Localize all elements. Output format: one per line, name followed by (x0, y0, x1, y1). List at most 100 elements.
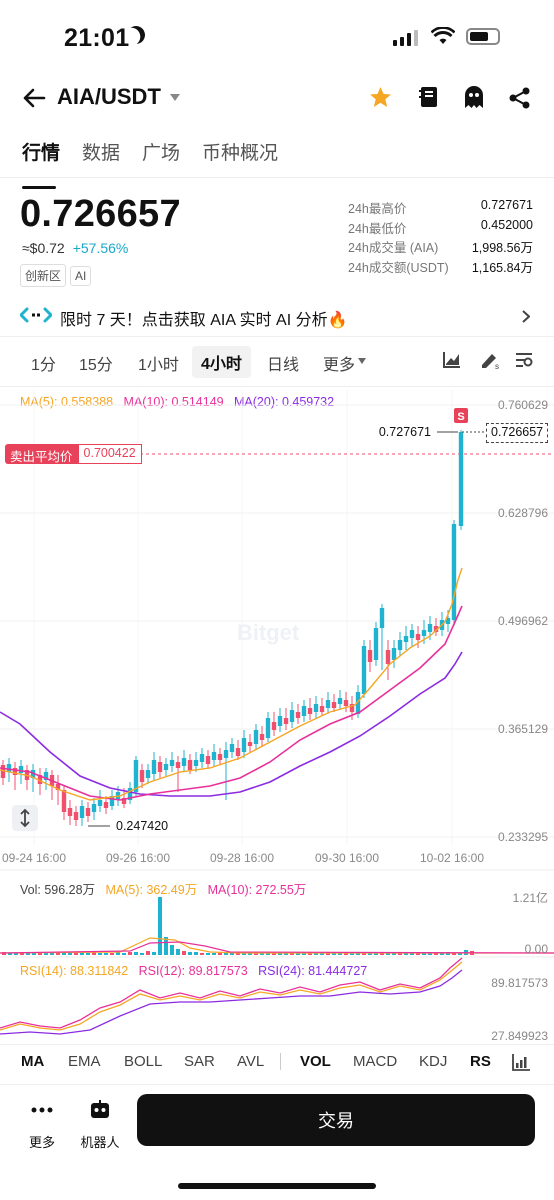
indicator-sar[interactable]: SAR (184, 1053, 215, 1070)
volume-bar (374, 953, 378, 955)
ai-badge[interactable]: AI (70, 266, 92, 286)
candle (289, 710, 295, 722)
ai-banner-text: 限时 7 天！点击获取 AIA 实时 AI 分析🔥 (60, 306, 348, 330)
candle (12, 768, 18, 775)
rsi-tick: 27.849923 (491, 1029, 548, 1043)
volume-bar (68, 952, 72, 955)
status-time: 21:01 (64, 24, 130, 52)
candle (385, 650, 391, 664)
candle (373, 628, 379, 660)
resize-axis-button[interactable] (12, 805, 38, 831)
volume-bar (410, 953, 414, 955)
sell-average-value: 0.700422 (77, 444, 142, 464)
candle (103, 802, 109, 808)
candle (73, 812, 79, 820)
tab-data[interactable]: 数据 (82, 143, 121, 164)
candle (379, 608, 385, 628)
ghost-icon[interactable] (463, 85, 485, 109)
indicator-settings-icon[interactable] (512, 1053, 531, 1071)
candle (181, 758, 187, 766)
divider (0, 386, 554, 387)
volume-bar (50, 953, 54, 955)
volume-bar (338, 953, 342, 955)
watermark: Bitget (237, 620, 300, 645)
interval-15m[interactable]: 15分 (79, 357, 113, 374)
pair-title[interactable]: AIA/USDT (57, 84, 161, 109)
current-price-box: 0.726657 (486, 423, 549, 443)
caret-down-icon[interactable] (358, 358, 366, 364)
chevron-right-icon[interactable] (522, 310, 530, 323)
x-tick-label: 09-28 16:00 (210, 851, 274, 865)
rsi-legend: RSI(14): 88.311842 RSI(12): 89.817573 RS… (20, 964, 367, 978)
share-icon[interactable] (509, 87, 531, 109)
low-marker-label: 0.247420 (116, 819, 168, 833)
chart-type-icon[interactable] (443, 351, 461, 368)
indicator-macd[interactable]: MACD (353, 1053, 398, 1070)
candle (67, 808, 73, 816)
volume-tick: 1.21亿 (513, 890, 548, 905)
candle (0, 765, 6, 778)
candle (247, 742, 253, 746)
candle (43, 772, 49, 780)
interval-1h[interactable]: 1小时 (138, 357, 179, 374)
draw-tool-icon[interactable]: s (479, 350, 501, 370)
candle (271, 722, 277, 730)
high-marker-label: 0.727671 (379, 425, 431, 439)
star-icon[interactable] (369, 86, 392, 108)
back-arrow-icon[interactable] (22, 88, 46, 108)
candle (205, 756, 211, 764)
volume-bar (344, 953, 348, 955)
volume-bar (176, 949, 180, 955)
top-nav (0, 78, 554, 120)
candle (295, 712, 301, 718)
candle (61, 790, 67, 812)
interval-4h[interactable]: 4小时 (192, 346, 251, 378)
volume-bar (182, 951, 186, 955)
candlestick-chart[interactable]: 0.760629 0.628796 0.496962 0.365129 0.233295… (0, 390, 554, 1045)
ai-banner-label: 限时 7 天！点击获取 AIA 实时 AI 分析 (60, 312, 328, 329)
candle (193, 760, 199, 766)
tab-market[interactable]: 行情 (22, 138, 60, 189)
indicator-avl[interactable]: AVL (237, 1053, 265, 1070)
candle (79, 806, 85, 818)
indicator-rs[interactable]: RS (470, 1053, 491, 1070)
caret-down-icon[interactable] (170, 94, 180, 101)
stats-panel: 24h最高价 0.727671 24h最低价 0.452000 24h成交量 (AI… (348, 198, 533, 276)
candle (18, 766, 24, 773)
candle (403, 636, 409, 642)
candle (451, 524, 457, 620)
candle (139, 770, 145, 782)
volume-legend: Vol: 596.28万 MA(5): 362.49万 MA(10): 272.… (20, 879, 306, 898)
candle (433, 626, 439, 632)
volume-bar (296, 953, 300, 955)
candle (163, 764, 169, 770)
robot-icon (91, 1100, 109, 1118)
volume-ma5-label: MA(5): 362.49万 (105, 883, 198, 897)
stat-value: 0.727671 (480, 198, 533, 212)
volume-bar (116, 952, 120, 955)
interval-1m[interactable]: 1分 (31, 357, 56, 374)
interval-1d[interactable]: 日线 (267, 357, 300, 374)
tab-square[interactable]: 广场 (142, 143, 181, 164)
more-button[interactable]: 更多 (22, 1100, 62, 1150)
indicator-vol[interactable]: VOL (300, 1053, 331, 1070)
indicator-boll[interactable]: BOLL (124, 1053, 163, 1070)
volume-bar (452, 953, 456, 955)
bot-button[interactable]: 机器人 (75, 1100, 125, 1150)
notebook-icon[interactable] (419, 86, 439, 108)
volume-bar (254, 953, 258, 955)
volume-ma5-line (0, 937, 554, 954)
candle (265, 718, 271, 738)
volume-bar (284, 953, 288, 955)
sell-average-tag[interactable]: 卖出平均价 0.700422 (5, 444, 142, 464)
trade-button[interactable]: 交易 (137, 1094, 535, 1146)
y-tick-label: 0.628796 (498, 506, 548, 520)
interval-more[interactable]: 更多 (323, 357, 356, 374)
indicator-kdj[interactable]: KDJ (419, 1053, 448, 1070)
innovation-zone-badge[interactable]: 创新区 (20, 264, 67, 287)
candle (307, 708, 313, 714)
indicator-ema[interactable]: EMA (68, 1053, 101, 1070)
settings-sliders-icon[interactable] (515, 352, 533, 368)
indicator-ma[interactable]: MA (21, 1053, 45, 1070)
tab-coin-overview[interactable]: 币种概况 (202, 143, 279, 164)
